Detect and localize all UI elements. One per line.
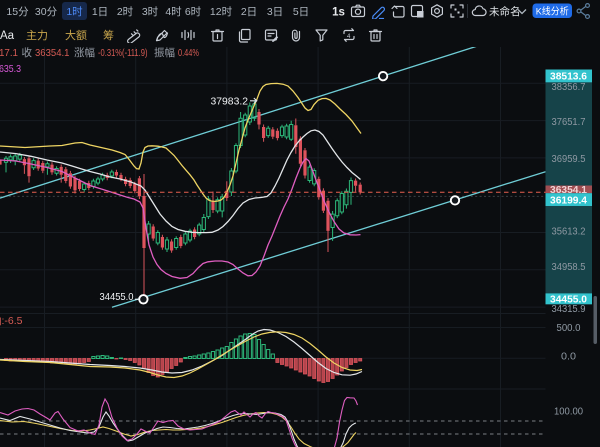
svg-text:轴:-6.5: 轴:-6.5: [0, 314, 23, 327]
svg-text:2日: 2日: [241, 6, 257, 18]
svg-text:15分: 15分: [6, 6, 29, 18]
svg-text:3时: 3时: [142, 6, 159, 18]
svg-text:100.00: 100.00: [554, 407, 583, 418]
svg-text:1日: 1日: [92, 6, 108, 18]
svg-text:30分: 30分: [35, 6, 58, 18]
svg-text:K线分析: K线分析: [536, 5, 569, 17]
svg-text:1s: 1s: [332, 7, 345, 19]
svg-text:4: 4: [347, 34, 351, 40]
svg-text:涨幅: 涨幅: [74, 46, 95, 59]
svg-text:635.3: 635.3: [0, 63, 21, 75]
svg-text:12时: 12时: [210, 6, 233, 18]
svg-text:500.0: 500.0: [557, 323, 581, 334]
svg-text:36199.4: 36199.4: [550, 195, 587, 206]
svg-text:5日: 5日: [293, 6, 309, 18]
svg-text:大额: 大额: [65, 28, 87, 42]
svg-text:收: 收: [22, 46, 33, 59]
svg-text:筹: 筹: [103, 28, 114, 42]
svg-text:34315.9: 34315.9: [552, 304, 586, 315]
svg-text:36354.1: 36354.1: [35, 47, 70, 59]
svg-text:38513.6: 38513.6: [550, 72, 587, 83]
svg-text:4时: 4时: [165, 6, 182, 18]
svg-text:35613.2: 35613.2: [552, 227, 586, 238]
svg-text:6时: 6时: [185, 6, 202, 18]
svg-text:1时: 1时: [66, 6, 83, 18]
svg-text:317.1: 317.1: [0, 47, 18, 59]
svg-text:0.0: 0.0: [561, 351, 576, 362]
svg-text:未命名: 未命名: [489, 5, 521, 18]
svg-text:38356.7: 38356.7: [552, 82, 586, 93]
svg-text:36959.5: 36959.5: [552, 154, 586, 165]
svg-text:主力: 主力: [26, 29, 48, 42]
svg-text:0.44%: 0.44%: [178, 47, 199, 59]
svg-text:Aa: Aa: [0, 30, 15, 42]
svg-text:-0.31%(-111.9): -0.31%(-111.9): [98, 47, 148, 59]
svg-text:34958.5: 34958.5: [552, 262, 586, 273]
svg-text:2时: 2时: [117, 6, 134, 18]
svg-text:34455.0: 34455.0: [100, 291, 134, 303]
svg-text:36354.1: 36354.1: [550, 185, 587, 196]
svg-text:37983.2: 37983.2: [211, 95, 249, 107]
svg-text:振幅: 振幅: [154, 46, 175, 59]
svg-text:37651.7: 37651.7: [552, 117, 586, 128]
svg-text:3日: 3日: [267, 6, 283, 18]
svg-text:34455.0: 34455.0: [550, 295, 587, 306]
